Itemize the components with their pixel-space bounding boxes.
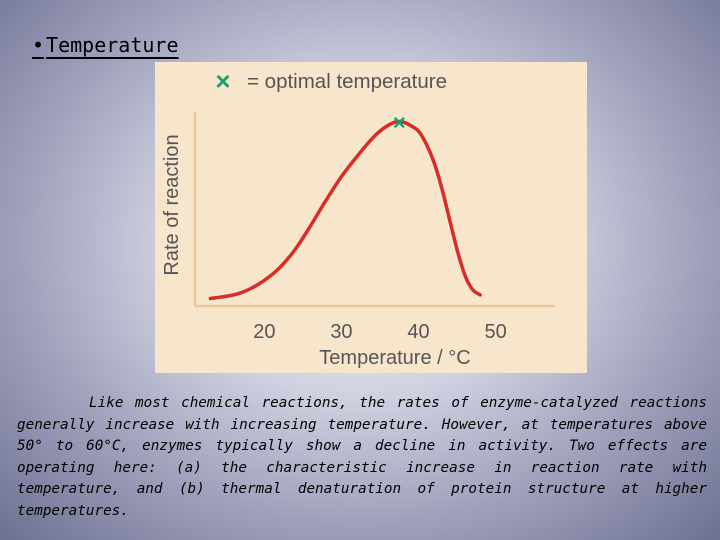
chart-legend: × = optimal temperature — [215, 66, 447, 96]
x-tick-label: 30 — [330, 321, 352, 343]
x-axis-label: Temperature / °C — [319, 347, 470, 369]
temperature-rate-chart: × = optimal temperature Rate of reaction… — [155, 62, 587, 373]
heading-text: Temperature — [46, 33, 179, 57]
x-tick-labels: 20 30 40 50 — [253, 321, 506, 343]
caption-text: Like most chemical reactions, the rates … — [17, 395, 707, 519]
chart-background — [155, 62, 587, 373]
rate-curve — [208, 119, 482, 301]
y-axis-label: Rate of reaction — [161, 134, 183, 275]
legend-symbol: × — [215, 66, 230, 96]
x-tick-label: 40 — [407, 321, 429, 343]
legend-label: = optimal temperature — [247, 70, 447, 93]
x-tick-label: 50 — [484, 321, 506, 343]
optimum-marker: × — [393, 110, 406, 135]
bullet: • — [32, 33, 45, 57]
slide-heading: • Temperature — [32, 33, 179, 57]
x-tick-label: 20 — [253, 321, 275, 343]
